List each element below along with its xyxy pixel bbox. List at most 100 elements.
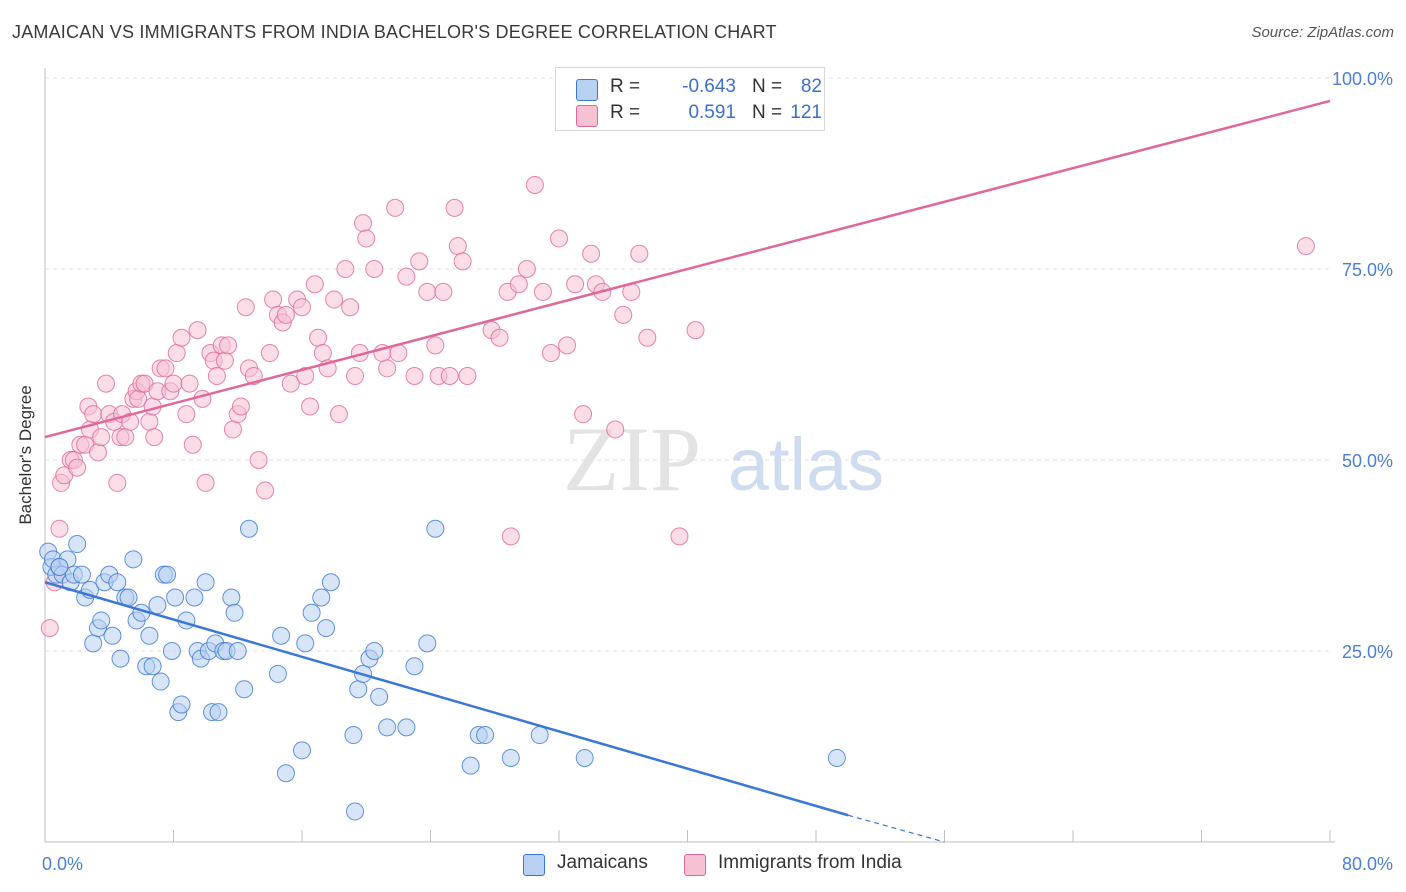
data-point bbox=[827, 748, 846, 767]
data-point bbox=[313, 344, 332, 363]
data-point bbox=[72, 565, 91, 584]
data-point bbox=[84, 405, 103, 424]
r-label: R = bbox=[610, 102, 641, 123]
data-point bbox=[309, 328, 328, 347]
data-point bbox=[116, 428, 135, 447]
data-point bbox=[260, 344, 279, 363]
data-point bbox=[268, 664, 287, 683]
data-point bbox=[158, 565, 177, 584]
data-point bbox=[215, 351, 234, 370]
data-point bbox=[68, 458, 87, 477]
data-point bbox=[445, 198, 464, 217]
data-point bbox=[490, 328, 509, 347]
data-point bbox=[249, 451, 268, 469]
data-point bbox=[638, 328, 657, 347]
x-tick-label: 0.0% bbox=[42, 854, 83, 874]
data-point bbox=[397, 718, 416, 737]
data-point bbox=[312, 588, 331, 607]
data-point bbox=[264, 290, 283, 309]
data-point bbox=[321, 573, 340, 592]
data-point bbox=[97, 374, 116, 393]
legend-label: Jamaicans bbox=[557, 852, 648, 873]
data-point bbox=[686, 321, 705, 340]
data-point bbox=[365, 260, 384, 278]
x-tick-label: 80.0% bbox=[1342, 854, 1393, 874]
series-india-points bbox=[40, 175, 1315, 638]
data-point bbox=[606, 420, 625, 439]
legend-label: Immigrants from India bbox=[718, 852, 902, 873]
blue-swatch-icon bbox=[523, 854, 545, 876]
y-tick-label: 100.0% bbox=[1332, 69, 1393, 89]
trend-line-jamaicans bbox=[44, 581, 849, 817]
data-point bbox=[448, 237, 467, 256]
data-point bbox=[357, 229, 376, 248]
data-point bbox=[301, 397, 320, 416]
r-label: R = bbox=[610, 76, 641, 97]
data-point bbox=[405, 366, 424, 385]
data-point bbox=[461, 756, 480, 775]
data-point bbox=[426, 336, 445, 355]
data-point bbox=[453, 252, 472, 271]
data-point bbox=[296, 366, 315, 385]
data-point bbox=[574, 405, 593, 424]
data-point bbox=[336, 260, 355, 278]
data-point bbox=[256, 481, 275, 500]
data-point bbox=[124, 550, 143, 569]
data-point bbox=[296, 634, 315, 653]
data-point bbox=[92, 428, 111, 447]
data-point bbox=[344, 726, 363, 745]
data-point bbox=[156, 359, 175, 378]
data-point bbox=[40, 619, 59, 638]
pink-swatch-icon bbox=[684, 854, 706, 876]
blue-swatch-icon bbox=[576, 79, 598, 101]
data-point bbox=[293, 298, 311, 317]
data-point bbox=[151, 672, 170, 691]
data-point bbox=[410, 252, 429, 271]
data-point bbox=[434, 282, 453, 301]
data-point bbox=[533, 282, 552, 301]
data-point bbox=[378, 359, 397, 378]
data-point bbox=[166, 588, 185, 607]
data-point bbox=[575, 748, 594, 767]
data-point bbox=[630, 244, 649, 263]
data-point bbox=[223, 420, 242, 439]
data-point bbox=[140, 626, 159, 645]
n-value: 82 bbox=[800, 76, 822, 97]
data-point bbox=[458, 366, 477, 385]
data-point bbox=[185, 588, 204, 607]
data-point bbox=[550, 229, 568, 248]
data-point bbox=[370, 687, 389, 706]
data-point bbox=[272, 626, 291, 645]
data-point bbox=[302, 603, 321, 622]
data-point bbox=[614, 305, 633, 324]
data-point bbox=[188, 321, 207, 340]
data-point bbox=[50, 519, 69, 538]
data-point bbox=[68, 535, 87, 554]
data-point bbox=[180, 374, 199, 393]
data-point bbox=[148, 596, 167, 615]
data-point bbox=[143, 657, 162, 676]
data-point bbox=[378, 718, 397, 737]
chart-title: JAMAICAN VS IMMIGRANTS FROM INDIA BACHEL… bbox=[12, 22, 777, 42]
pink-swatch-icon bbox=[576, 105, 598, 127]
data-point bbox=[349, 680, 368, 699]
data-point bbox=[558, 336, 577, 355]
data-point bbox=[108, 573, 127, 592]
series-jamaicans-points bbox=[39, 519, 846, 821]
data-point bbox=[293, 741, 311, 760]
data-point bbox=[517, 260, 536, 278]
data-point bbox=[582, 244, 601, 263]
data-point bbox=[196, 573, 215, 592]
data-point bbox=[183, 435, 202, 454]
data-point bbox=[162, 642, 181, 660]
data-point bbox=[346, 802, 365, 821]
data-point bbox=[111, 649, 130, 668]
data-point bbox=[276, 305, 295, 324]
data-point bbox=[145, 428, 164, 447]
y-tick-label: 75.0% bbox=[1342, 260, 1393, 280]
data-point bbox=[440, 366, 459, 385]
data-point bbox=[476, 726, 495, 745]
data-point bbox=[426, 519, 445, 538]
data-point bbox=[209, 703, 228, 722]
